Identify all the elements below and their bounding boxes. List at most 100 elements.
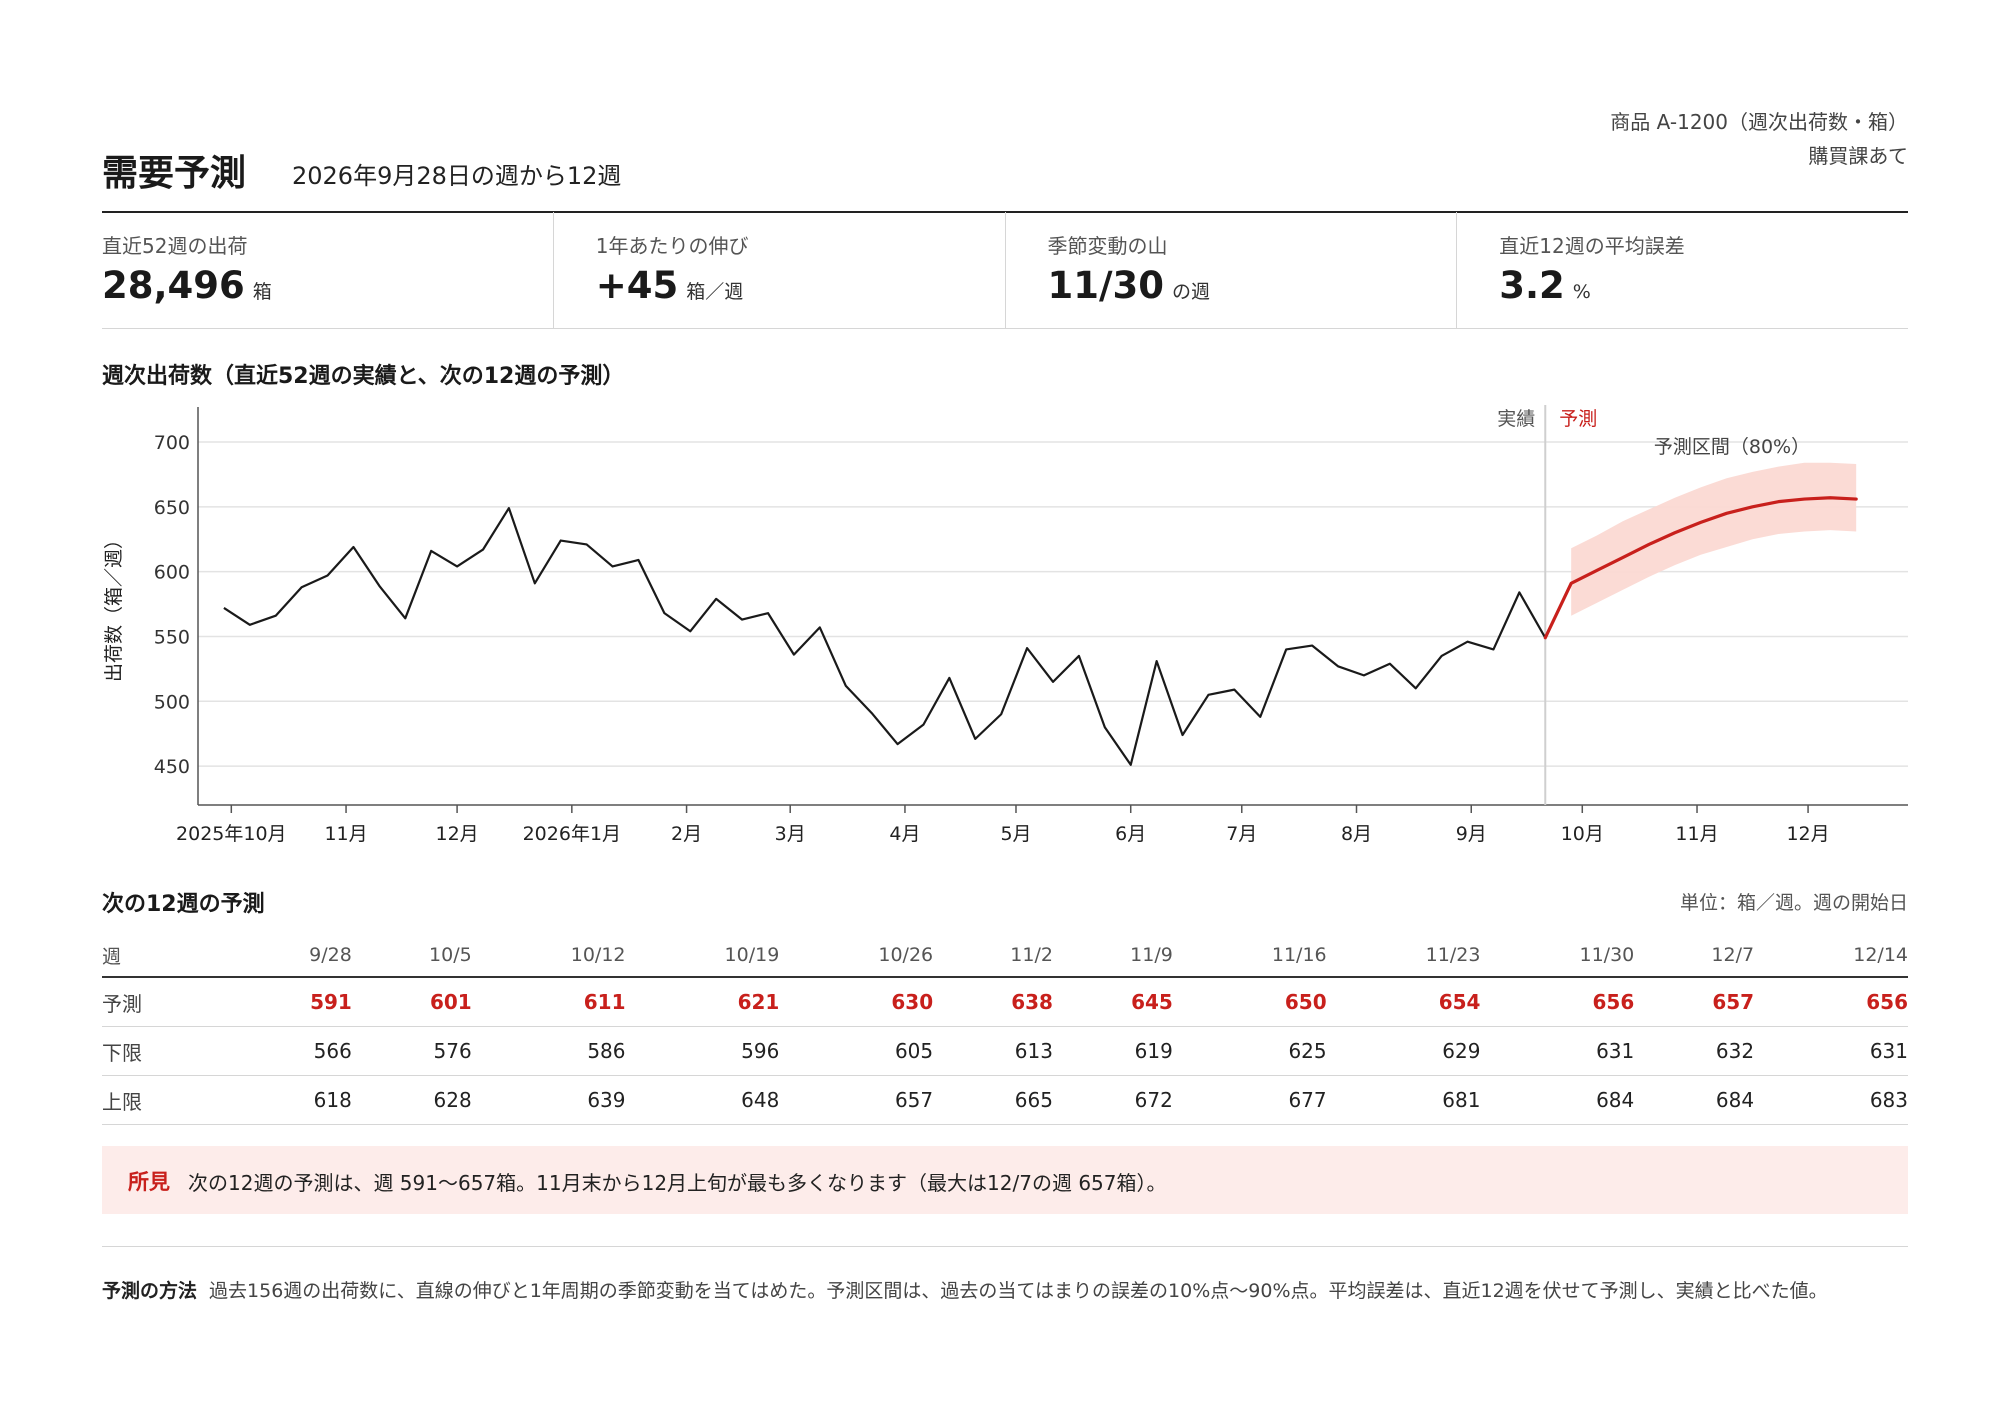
table-cell: 576	[351, 1026, 472, 1076]
week-header: 11/23	[1326, 934, 1481, 978]
table-cell: 681	[1326, 1075, 1481, 1125]
table-cell: 596	[625, 1026, 780, 1076]
table-cell: 648	[625, 1075, 780, 1125]
x-tick-label: 2025年10月	[176, 823, 287, 845]
table-title: 次の12週の予測	[102, 892, 265, 917]
kpi-number: 11/30	[1047, 264, 1165, 307]
week-header: 11/16	[1172, 934, 1327, 978]
kpi-number: 3.2	[1499, 264, 1565, 307]
shipments-chart: 450 500 550 600 650 700 2025年10月 11月 12月 2026年1月 2…	[103, 405, 1908, 845]
table-header-row: 週 9/28 10/5 10/12 10/19 10/26 11/2 11/9 11/16 11…	[102, 934, 1908, 978]
kpi-label: 直近12週の平均誤差	[1499, 234, 1685, 258]
page-subtitle: 2026年9月28日の週から12週	[292, 162, 622, 190]
forecast-interval-band	[1571, 462, 1857, 616]
forecast-table: 週 9/28 10/5 10/12 10/19 10/26 11/2 11/9 11/16 11…	[102, 934, 1908, 1125]
table-row: 予測 591 601 611 621 630 638 645 650 654 656 657 656	[102, 977, 1908, 1027]
table-unit-note: 単位：箱／週。週の開始日	[1679, 892, 1908, 914]
x-tick-label: 10月	[1561, 823, 1604, 845]
table-cell: 657	[779, 1075, 934, 1125]
week-header: 11/2	[933, 934, 1053, 978]
forecast-label: 予測	[1559, 408, 1597, 430]
x-tick-label: 11月	[1675, 823, 1718, 845]
x-tick-label: 4月	[889, 823, 920, 845]
table-cell: 632	[1634, 1026, 1755, 1076]
insight-text: 次の12週の予測は、週 591〜657箱。11月末から12月上旬が最も多くなりま…	[188, 1171, 1167, 1195]
row-label: 予測	[102, 977, 232, 1027]
kpi-unit: 箱	[252, 281, 272, 303]
kpi-strip: 直近52週の出荷 28,496 箱 1年あたりの伸び +45 箱／週 季節変動の山 …	[102, 212, 1908, 329]
product-label: 商品 A-1200（週次出荷数・箱）	[1610, 110, 1908, 134]
table-cell: 639	[471, 1075, 626, 1125]
week-header: 10/5	[351, 934, 472, 978]
interval-label: 予測区間（80%）	[1654, 436, 1810, 458]
kpi-label: 季節変動の山	[1047, 234, 1168, 258]
kpi-unit: 箱／週	[686, 281, 744, 303]
actual-series-line	[223, 507, 1547, 766]
table-cell: 625	[1172, 1026, 1327, 1076]
y-tick-label: 600	[154, 562, 190, 584]
table-cell: 656	[1754, 977, 1908, 1027]
table-cell: 613	[933, 1026, 1053, 1076]
table-cell: 605	[779, 1026, 934, 1076]
x-tick-label: 7月	[1226, 823, 1257, 845]
row-label: 上限	[102, 1075, 232, 1125]
week-header: 11/9	[1052, 934, 1173, 978]
chart-title: 週次出荷数（直近52週の実績と、次の12週の予測）	[102, 364, 625, 389]
kpi-unit: の週	[1172, 281, 1211, 303]
x-tick-label: 12月	[435, 823, 478, 845]
report-header: 需要予測 2026年9月28日の週から12週 商品 A-1200（週次出荷数・箱…	[102, 96, 1908, 213]
kpi-label: 1年あたりの伸び	[595, 234, 749, 258]
insight-label: 所見	[128, 1170, 170, 1194]
table-cell: 566	[232, 1026, 352, 1076]
week-header: 10/26	[779, 934, 934, 978]
x-tick-label: 12月	[1786, 823, 1829, 845]
kpi-seasonal-peak: 季節変動の山 11/30 の週	[1004, 212, 1457, 328]
method-label: 予測の方法	[102, 1280, 198, 1302]
kpi-unit: %	[1572, 281, 1591, 303]
week-header: 12/14	[1754, 934, 1908, 978]
table-cell: 611	[471, 977, 626, 1027]
table-cell: 628	[351, 1075, 472, 1125]
x-tick-label: 3月	[775, 823, 806, 845]
table-cell: 677	[1172, 1075, 1327, 1125]
actual-label: 実績	[1497, 408, 1535, 430]
table-row: 上限 618 628 639 648 657 665 672 677 681 684 684 683	[102, 1075, 1908, 1125]
table-cell: 684	[1480, 1075, 1635, 1125]
kpi-value: 3.2%	[1499, 264, 1591, 307]
y-tick-label: 650	[154, 497, 190, 519]
department-label: 購買課あて	[1808, 144, 1908, 168]
table-cell: 621	[625, 977, 780, 1027]
table-cell: 630	[779, 977, 934, 1027]
table-body: 予測 591 601 611 621 630 638 645 650 654 656 657 656 下限…	[102, 977, 1908, 1125]
table-cell: 657	[1634, 977, 1755, 1027]
week-header: 10/12	[471, 934, 626, 978]
x-tick-label: 11月	[324, 823, 367, 845]
table-row: 下限 566 576 586 596 605 613 619 625 629 631 632 631	[102, 1026, 1908, 1076]
table-cell: 656	[1480, 977, 1635, 1027]
kpi-value: 28,496 箱	[102, 264, 272, 307]
table-cell: 591	[232, 977, 352, 1027]
table-header-label: 週	[102, 934, 232, 978]
table-cell: 654	[1326, 977, 1481, 1027]
table-cell: 619	[1052, 1026, 1173, 1076]
week-header: 10/19	[625, 934, 780, 978]
x-tick-label: 2026年1月	[523, 823, 621, 845]
y-tick-label: 550	[154, 626, 190, 648]
page-title: 需要予測	[102, 153, 247, 194]
kpi-label: 直近52週の出荷	[102, 234, 248, 258]
x-tick-label: 2月	[671, 823, 702, 845]
insight-box: 所見 次の12週の予測は、週 591〜657箱。11月末から12月上旬が最も多く…	[102, 1146, 1908, 1214]
table-cell: 618	[232, 1075, 352, 1125]
table-cell: 629	[1326, 1026, 1481, 1076]
x-tick-label: 9月	[1456, 823, 1487, 845]
table-cell: 683	[1754, 1075, 1908, 1125]
chart-area: 450 500 550 600 650 700 2025年10月 11月 12月 2026年1月 2…	[102, 395, 1908, 865]
x-tick-label: 6月	[1115, 823, 1146, 845]
method-text: 過去156週の出荷数に、直線の伸びと1年周期の季節変動を当てはめた。予測区間は、…	[209, 1280, 1828, 1302]
kpi-shipments: 直近52週の出荷 28,496 箱	[102, 212, 553, 328]
kpi-growth: 1年あたりの伸び +45 箱／週	[552, 212, 1005, 328]
y-tick-label: 450	[154, 756, 190, 778]
table-cell: 631	[1480, 1026, 1635, 1076]
forecast-series-line	[1543, 496, 1858, 640]
kpi-mean-error: 直近12週の平均誤差 3.2%	[1456, 212, 1908, 328]
